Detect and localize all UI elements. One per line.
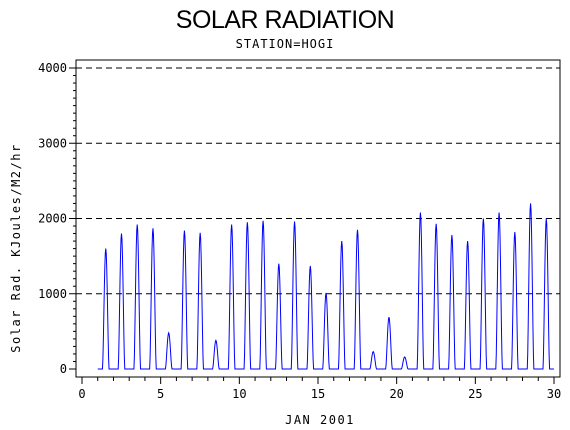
x-tick-label: 0 [78, 387, 85, 401]
chart-title: SOLAR RADIATION [175, 6, 395, 34]
y-tick-label: 2000 [38, 212, 67, 226]
x-tick-label: 15 [311, 387, 325, 401]
y-tick-label: 0 [60, 362, 67, 376]
ticks [69, 67, 555, 384]
x-tick-label: 10 [232, 387, 246, 401]
x-tick-label: 5 [157, 387, 164, 401]
grid-lines [76, 67, 560, 295]
x-tick-label: 20 [389, 387, 403, 401]
x-tick-label: 30 [547, 387, 561, 401]
tick-labels: 0 1000 2000 3000 4000 0 5 10 15 20 25 30 [38, 61, 561, 401]
x-tick-label: 25 [468, 387, 482, 401]
y-axis-label: Solar Rad. KJoules/M2/hr [9, 143, 23, 352]
y-tick-label: 3000 [38, 136, 67, 150]
y-tick-label: 1000 [38, 287, 67, 301]
chart-subtitle: STATION=HOGI [235, 37, 335, 51]
x-axis-label: JAN 2001 [285, 413, 355, 427]
y-tick-label: 4000 [38, 61, 67, 75]
series-line [97, 203, 554, 370]
